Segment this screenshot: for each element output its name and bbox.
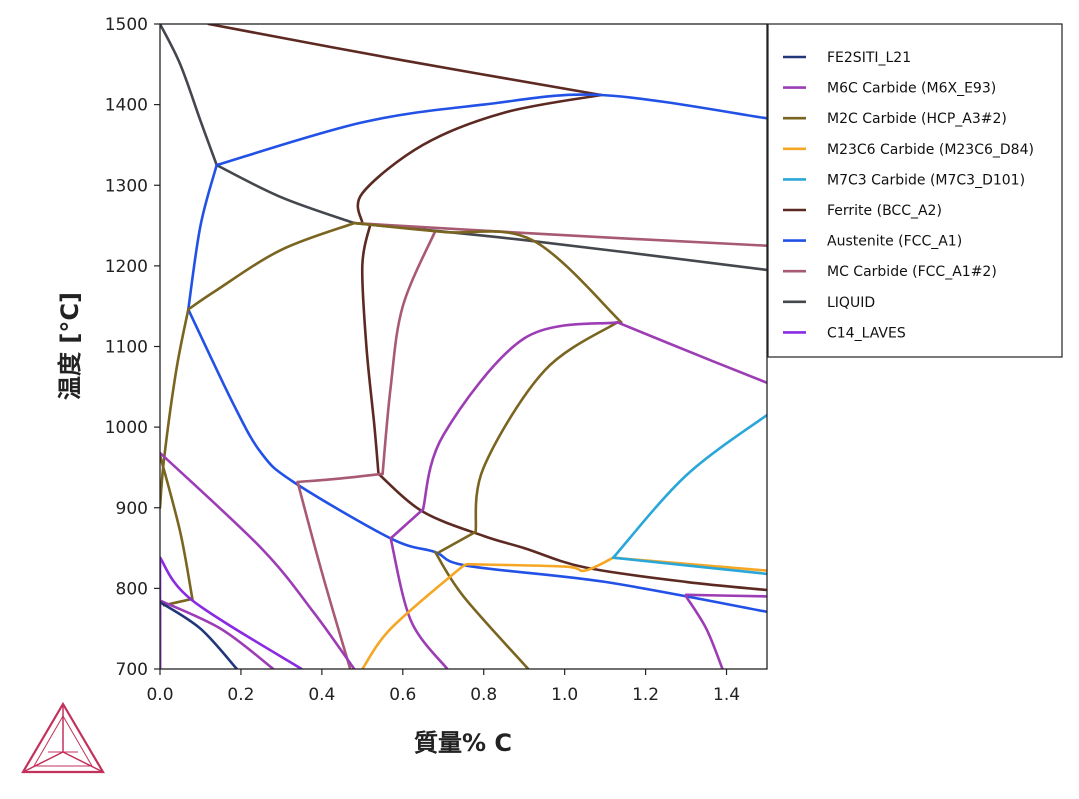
phase-boundary-liquid-1 — [215, 163, 356, 225]
x-tick-label: 0.4 — [308, 685, 335, 705]
phase-boundary-m23c6-0 — [361, 562, 469, 669]
phase-boundary-liquid-0 — [160, 24, 218, 167]
legend-label: M23C6 Carbide (M23C6_D84) — [827, 142, 1034, 158]
phase-boundary-m6c-1 — [389, 508, 425, 540]
phase-boundary-m2c-1 — [352, 221, 623, 324]
y-tick-label: 1500 — [105, 15, 148, 35]
legend-label: M7C3 Carbide (M7C3_D101) — [827, 172, 1025, 188]
phase-boundary-m23c6-1 — [466, 556, 615, 573]
legend-box — [767, 23, 1063, 358]
legend-label: LIQUID — [827, 295, 875, 311]
legend-label: C14_LAVES — [827, 325, 906, 341]
x-axis-title: 質量% C — [414, 729, 512, 757]
phase-boundary-ferrite-2 — [360, 222, 380, 476]
y-tick-label: 700 — [116, 660, 148, 680]
phase-boundary-austenite-0 — [215, 93, 767, 167]
phase-boundary-m6c-6 — [684, 595, 724, 669]
phase-boundary-m6c-5 — [160, 599, 275, 669]
x-tick-label: 1.2 — [632, 685, 659, 705]
phase-boundary-mc-0 — [352, 221, 767, 247]
phase-boundary-m2c-0 — [187, 221, 356, 311]
phase-boundary-m6c-3 — [616, 321, 767, 385]
y-tick-label: 900 — [116, 499, 148, 519]
legend-label: M2C Carbide (HCP_A3#2) — [827, 111, 1007, 127]
legend-label: MC Carbide (FCC_A1#2) — [827, 264, 997, 280]
phase-boundary-austenite-1 — [187, 163, 218, 311]
phase-boundary-fe2siti-0 — [160, 600, 239, 669]
phase-boundary-m6c-7 — [684, 593, 767, 598]
phase-boundary-ferrite-3 — [377, 472, 767, 592]
x-tick-label: 0.8 — [470, 685, 497, 705]
y-tick-label: 800 — [116, 579, 148, 599]
phase-boundary-m7c3-0 — [611, 413, 767, 559]
phase-boundary-m2c-7 — [433, 550, 530, 669]
y-axis: 700 800 900 1000 1100 1200 1300 1400 1500 — [105, 15, 160, 680]
y-tick-label: 1400 — [105, 96, 148, 116]
phase-boundary-m2c-6 — [437, 530, 477, 554]
phase-boundary-ferrite-0 — [207, 24, 603, 97]
phase-boundary-m7c3-1 — [611, 556, 767, 576]
phase-boundary-laves-0 — [160, 556, 303, 669]
legend-label: Ferrite (BCC_A2) — [827, 203, 942, 219]
phase-boundary-m2c-5 — [474, 321, 619, 534]
x-tick-label: 0.6 — [389, 685, 416, 705]
legend: FE2SITI_L21 M6C Carbide (M6X_E93) M2C Carb… — [767, 23, 1063, 358]
y-tick-label: 1300 — [105, 176, 148, 196]
x-tick-label: 0.0 — [146, 685, 173, 705]
legend-label: M6C Carbide (M6X_E93) — [827, 81, 996, 97]
thermo-calc-logo — [21, 701, 105, 774]
phase-boundary-mc-3 — [296, 480, 352, 669]
y-tick-label: 1000 — [105, 418, 148, 438]
y-tick-label: 1100 — [105, 338, 148, 358]
legend-label: Austenite (FCC_A1) — [827, 234, 962, 250]
phase-boundary-m6c-4 — [160, 451, 356, 669]
x-tick-label: 1.4 — [713, 685, 740, 705]
x-axis: 0.0 0.2 0.4 0.6 0.8 1.0 1.2 1.4 — [146, 669, 740, 705]
x-tick-label: 0.2 — [227, 685, 254, 705]
y-axis-title: 温度 [°C] — [56, 292, 84, 400]
phase-boundary-mc-2 — [296, 472, 384, 484]
phase-boundary-mc-1 — [381, 229, 437, 476]
phase-boundary-m6c-0 — [421, 321, 619, 511]
x-tick-label: 1.0 — [551, 685, 578, 705]
y-tick-label: 1200 — [105, 257, 148, 277]
phase-boundary-ferrite-1 — [356, 93, 603, 225]
phase-boundary-m6c-2 — [389, 537, 449, 669]
series-layer — [160, 24, 767, 669]
legend-label: FE2SITI_L21 — [827, 50, 911, 66]
phase-boundary-austenite-2 — [187, 308, 767, 614]
phase-boundary-m2c-2 — [160, 308, 190, 510]
phase-boundary-m2c-3 — [160, 454, 194, 601]
